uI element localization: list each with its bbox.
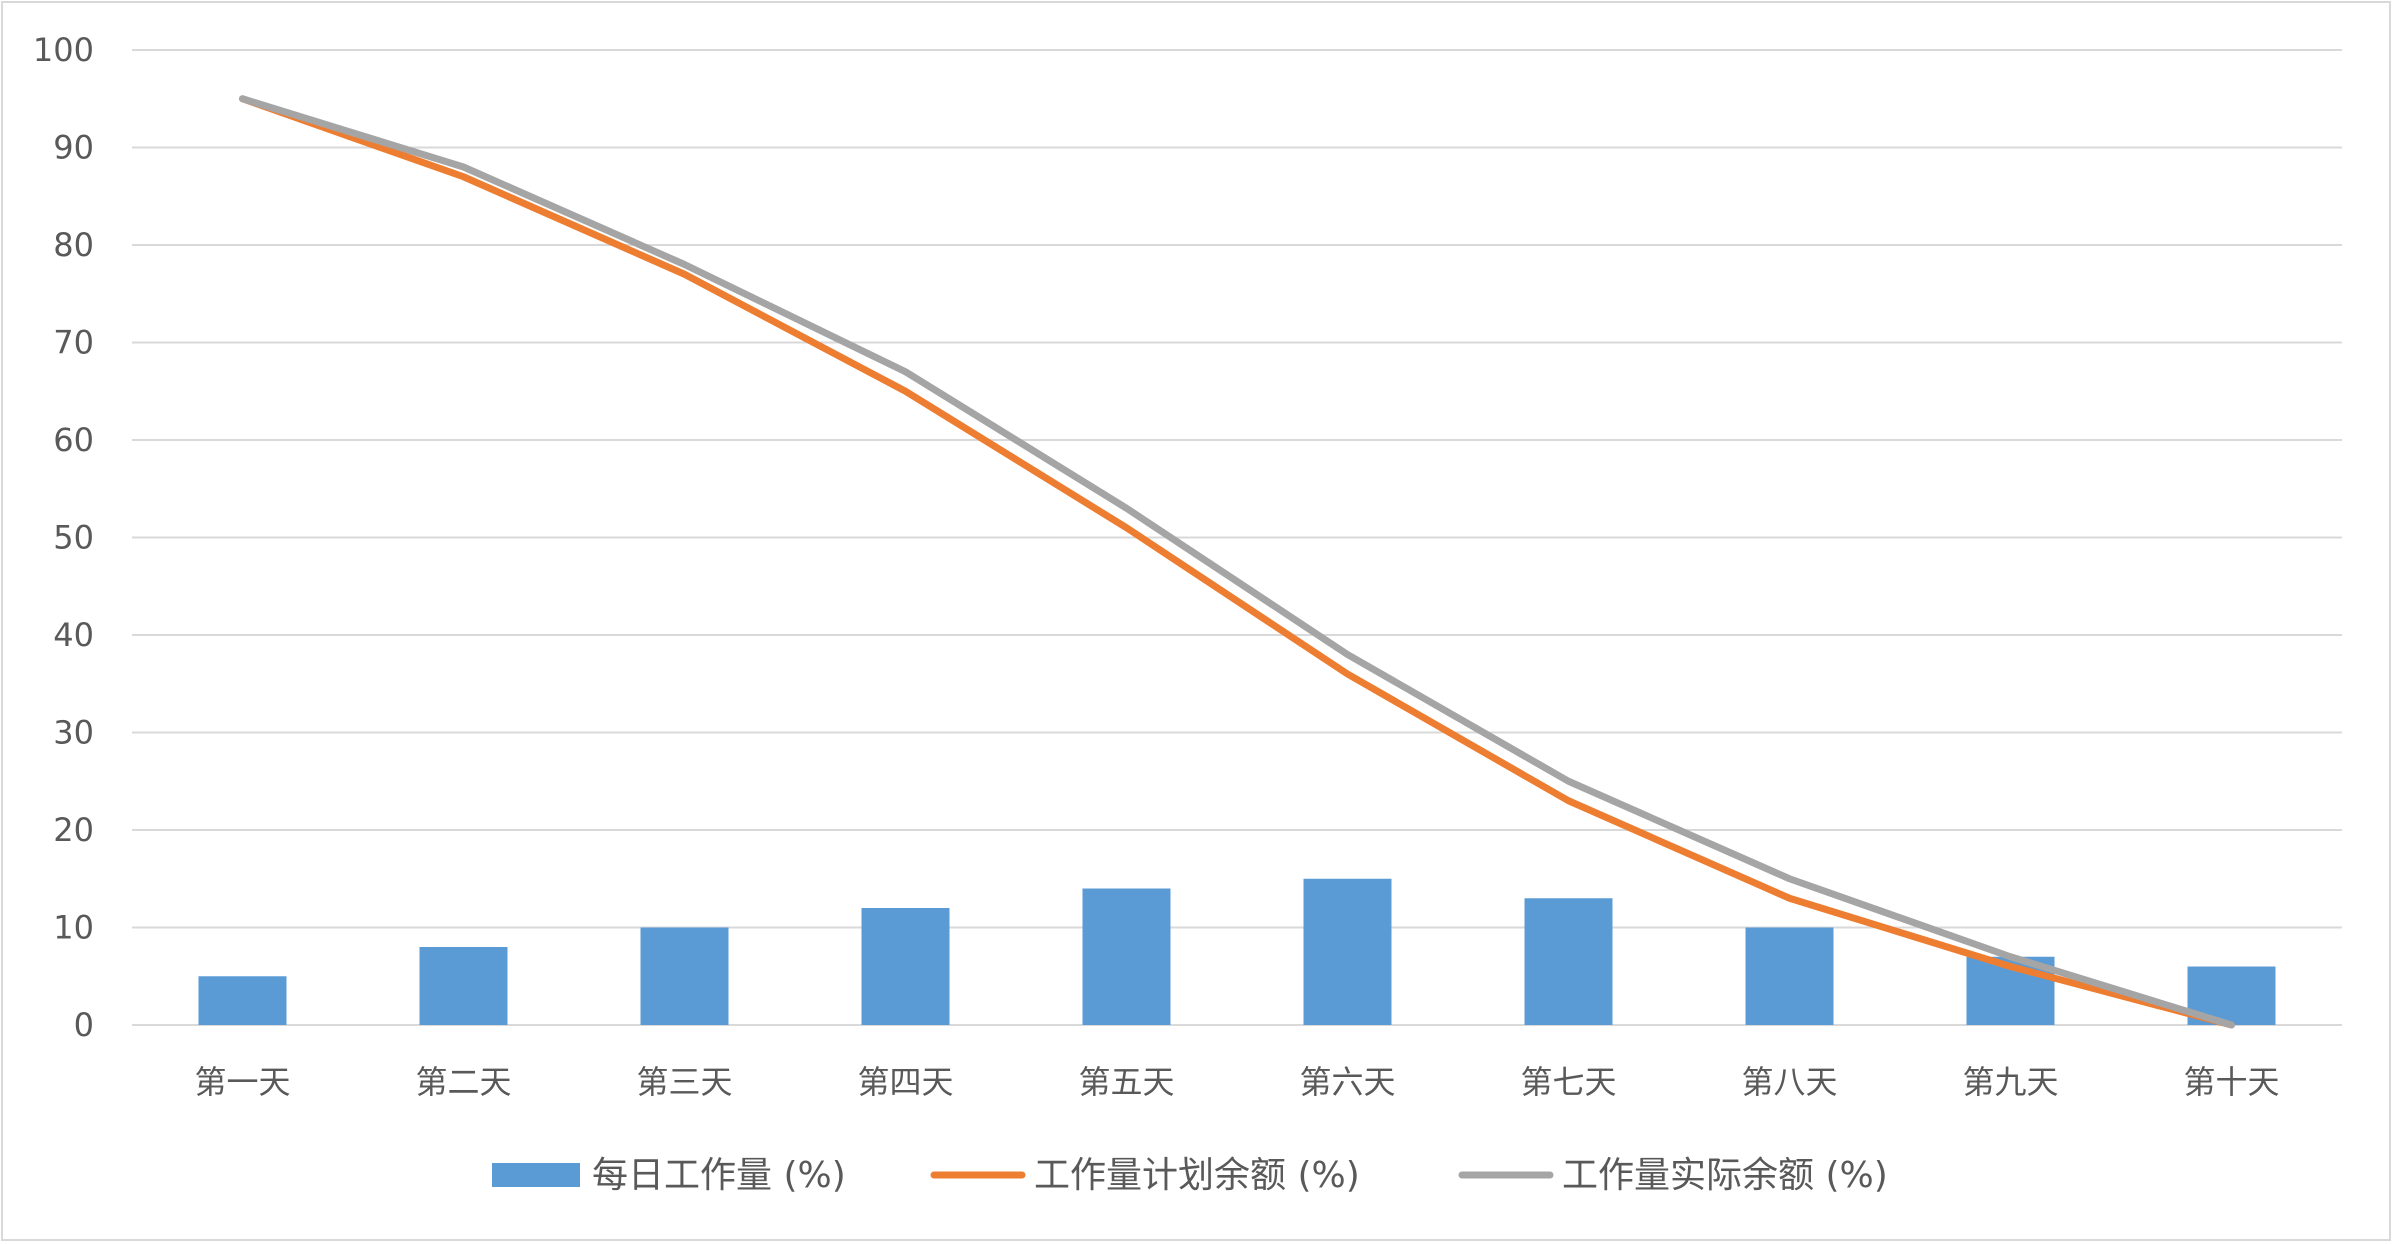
legend-label: 每日工作量 (%) — [592, 1155, 846, 1196]
legend-swatch-bar — [492, 1163, 580, 1187]
x-tick-label: 第九天 — [1962, 1063, 2058, 1101]
line-point-2-6 — [1347, 673, 1348, 675]
line-point-2-7 — [1568, 800, 1569, 802]
x-tick-label: 第五天 — [1078, 1063, 1174, 1101]
legend-item-3: 工作量实际余额 (%) — [1458, 1155, 1888, 1196]
line-point-2-3 — [684, 273, 685, 275]
line-point-2-9 — [2010, 966, 2011, 967]
bar-6 — [1303, 878, 1392, 1025]
x-tick-label: 第二天 — [415, 1063, 511, 1101]
y-tick-label: 60 — [53, 421, 94, 459]
bar-8 — [1745, 927, 1834, 1025]
line-point-3-7 — [1568, 780, 1569, 782]
line-point-2-4 — [905, 390, 906, 392]
y-tick-label: 40 — [53, 616, 94, 654]
x-tick-label: 第三天 — [636, 1063, 732, 1101]
line-point-2-8 — [1789, 897, 1790, 899]
line-point-3-9 — [2010, 956, 2011, 958]
line-series — [239, 95, 2235, 1029]
y-tick-label: 90 — [53, 129, 94, 167]
y-tick-label: 20 — [53, 811, 94, 849]
y-axis-ticks: 0 10 20 30 40 50 60 70 80 90 100 — [33, 31, 94, 1044]
legend: 每日工作量 (%) 工作量计划余额 (%) 工作量实际余额 (%) — [492, 1155, 1888, 1196]
x-tick-label: 第八天 — [1741, 1063, 1837, 1101]
line-point-2-2 — [463, 176, 464, 178]
legend-item-2: 工作量计划余额 (%) — [930, 1155, 1360, 1196]
x-axis-ticks: 第一天 第二天 第三天 第四天 第五天 第六天 第七天 第八天 第九天 第十天 — [194, 1063, 2279, 1101]
line-point-3-6 — [1347, 654, 1348, 655]
bar-series — [198, 878, 2276, 1025]
line-point-3-2 — [463, 166, 464, 168]
line-point-3-4 — [905, 371, 906, 373]
line-point-3-10 — [2231, 1024, 2232, 1026]
x-tick-label: 第六天 — [1299, 1063, 1395, 1101]
line-point-3-3 — [684, 264, 685, 265]
line-series-3 — [239, 95, 2235, 1029]
y-tick-label: 100 — [33, 31, 94, 69]
bar-5 — [1082, 888, 1171, 1025]
line-point-3-8 — [1789, 878, 1790, 880]
x-tick-label: 第十天 — [2183, 1063, 2279, 1101]
bar-2 — [419, 947, 508, 1025]
line-point-3-1 — [242, 98, 243, 100]
y-tick-label: 50 — [53, 519, 94, 557]
y-tick-label: 70 — [53, 324, 94, 362]
x-tick-label: 第一天 — [194, 1063, 290, 1101]
line-point-2-5 — [1126, 527, 1127, 529]
legend-item-1: 每日工作量 (%) — [492, 1155, 846, 1196]
y-tick-label: 30 — [53, 714, 94, 752]
x-tick-label: 第七天 — [1520, 1063, 1616, 1101]
y-tick-label: 10 — [53, 909, 94, 947]
bar-3 — [640, 927, 729, 1025]
y-tick-label: 0 — [74, 1006, 94, 1044]
bar-1 — [198, 976, 287, 1025]
y-tick-label: 80 — [53, 226, 94, 264]
grid-lines — [132, 49, 2342, 1026]
bar-7 — [1524, 898, 1613, 1025]
bar-4 — [861, 908, 950, 1025]
line-point-3-5 — [1126, 507, 1127, 509]
legend-label: 工作量计划余额 (%) — [1034, 1155, 1360, 1196]
line-series-2 — [239, 95, 2235, 1029]
legend-label: 工作量实际余额 (%) — [1562, 1155, 1888, 1196]
x-tick-label: 第四天 — [857, 1063, 953, 1101]
